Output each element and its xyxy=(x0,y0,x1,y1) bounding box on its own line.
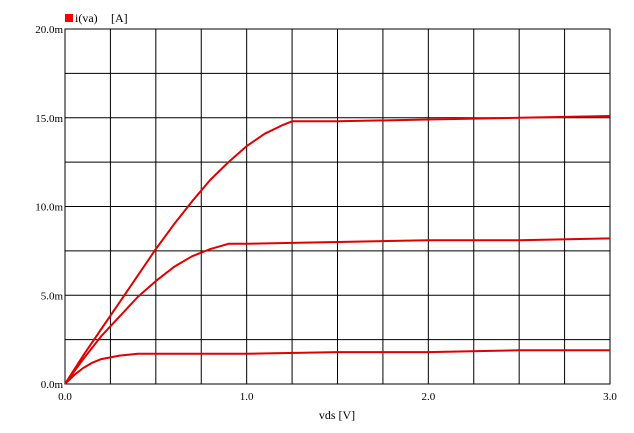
grid xyxy=(65,29,610,384)
legend-swatch xyxy=(65,14,73,22)
y-tick-label-4: 20.0m xyxy=(35,24,63,36)
y-tick-label-1: 5.0m xyxy=(41,290,64,302)
series-line-1 xyxy=(64,237,611,385)
plot-frame xyxy=(64,28,611,385)
y-tick-label-3: 15.0m xyxy=(35,113,63,125)
y-tick-labels: 0.0m 5.0m 10.0m 15.0m 20.0m xyxy=(35,24,63,391)
x-axis-label: vds [V] xyxy=(319,408,355,422)
series-layer xyxy=(64,115,611,385)
x-tick-label-2: 2.0 xyxy=(421,391,435,403)
y-tick-label-2: 10.0m xyxy=(35,202,63,214)
x-tick-label-3: 3.0 xyxy=(603,391,617,403)
x-tick-labels: 0.0 1.0 2.0 3.0 xyxy=(58,391,617,403)
series-line-0 xyxy=(64,115,611,385)
legend: i(va) [A] xyxy=(65,11,128,25)
y-tick-label-0: 0.0m xyxy=(41,379,64,391)
x-tick-label-0: 0.0 xyxy=(58,391,72,403)
legend-series-name: i(va) xyxy=(75,11,98,25)
series-line-2 xyxy=(64,349,610,385)
legend-unit: [A] xyxy=(111,11,128,25)
x-tick-label-1: 1.0 xyxy=(240,391,254,403)
